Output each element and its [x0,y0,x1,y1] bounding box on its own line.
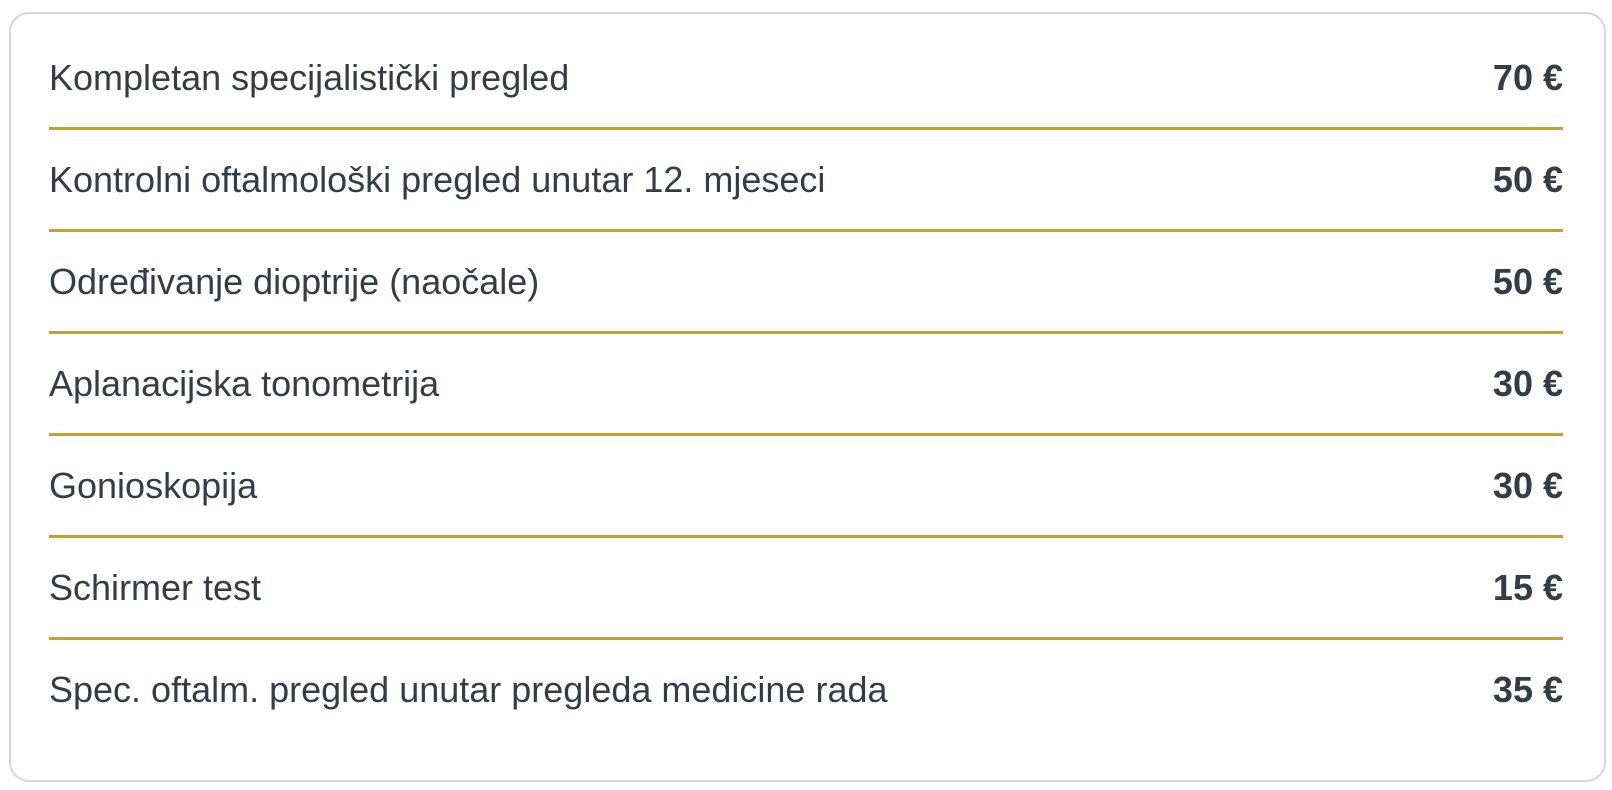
price-row: Spec. oftalm. pregled unutar pregleda me… [49,640,1563,739]
service-price: 30 € [1492,464,1563,506]
service-price: 50 € [1492,260,1563,302]
price-row: Aplanacijska tonometrija 30 € [49,334,1563,436]
service-name: Spec. oftalm. pregled unutar pregleda me… [49,668,888,710]
price-list-card: Kompletan specijalistički pregled 70 € K… [9,12,1606,782]
price-row: Određivanje dioptrije (naočale) 50 € [49,232,1563,334]
service-price: 30 € [1492,362,1563,404]
service-name: Određivanje dioptrije (naočale) [49,260,540,302]
service-name: Aplanacijska tonometrija [49,362,440,404]
service-price: 70 € [1492,56,1563,98]
price-row: Gonioskopija 30 € [49,436,1563,538]
service-price: 35 € [1492,668,1563,710]
service-price: 15 € [1492,566,1563,608]
service-name: Schirmer test [49,566,262,608]
service-name: Kontrolni oftalmološki pregled unutar 12… [49,158,826,200]
service-name: Gonioskopija [49,464,258,506]
price-row: Kontrolni oftalmološki pregled unutar 12… [49,130,1563,232]
service-name: Kompletan specijalistički pregled [49,56,570,98]
service-price: 50 € [1492,158,1563,200]
price-row: Schirmer test 15 € [49,538,1563,640]
price-row: Kompletan specijalistički pregled 70 € [49,28,1563,130]
